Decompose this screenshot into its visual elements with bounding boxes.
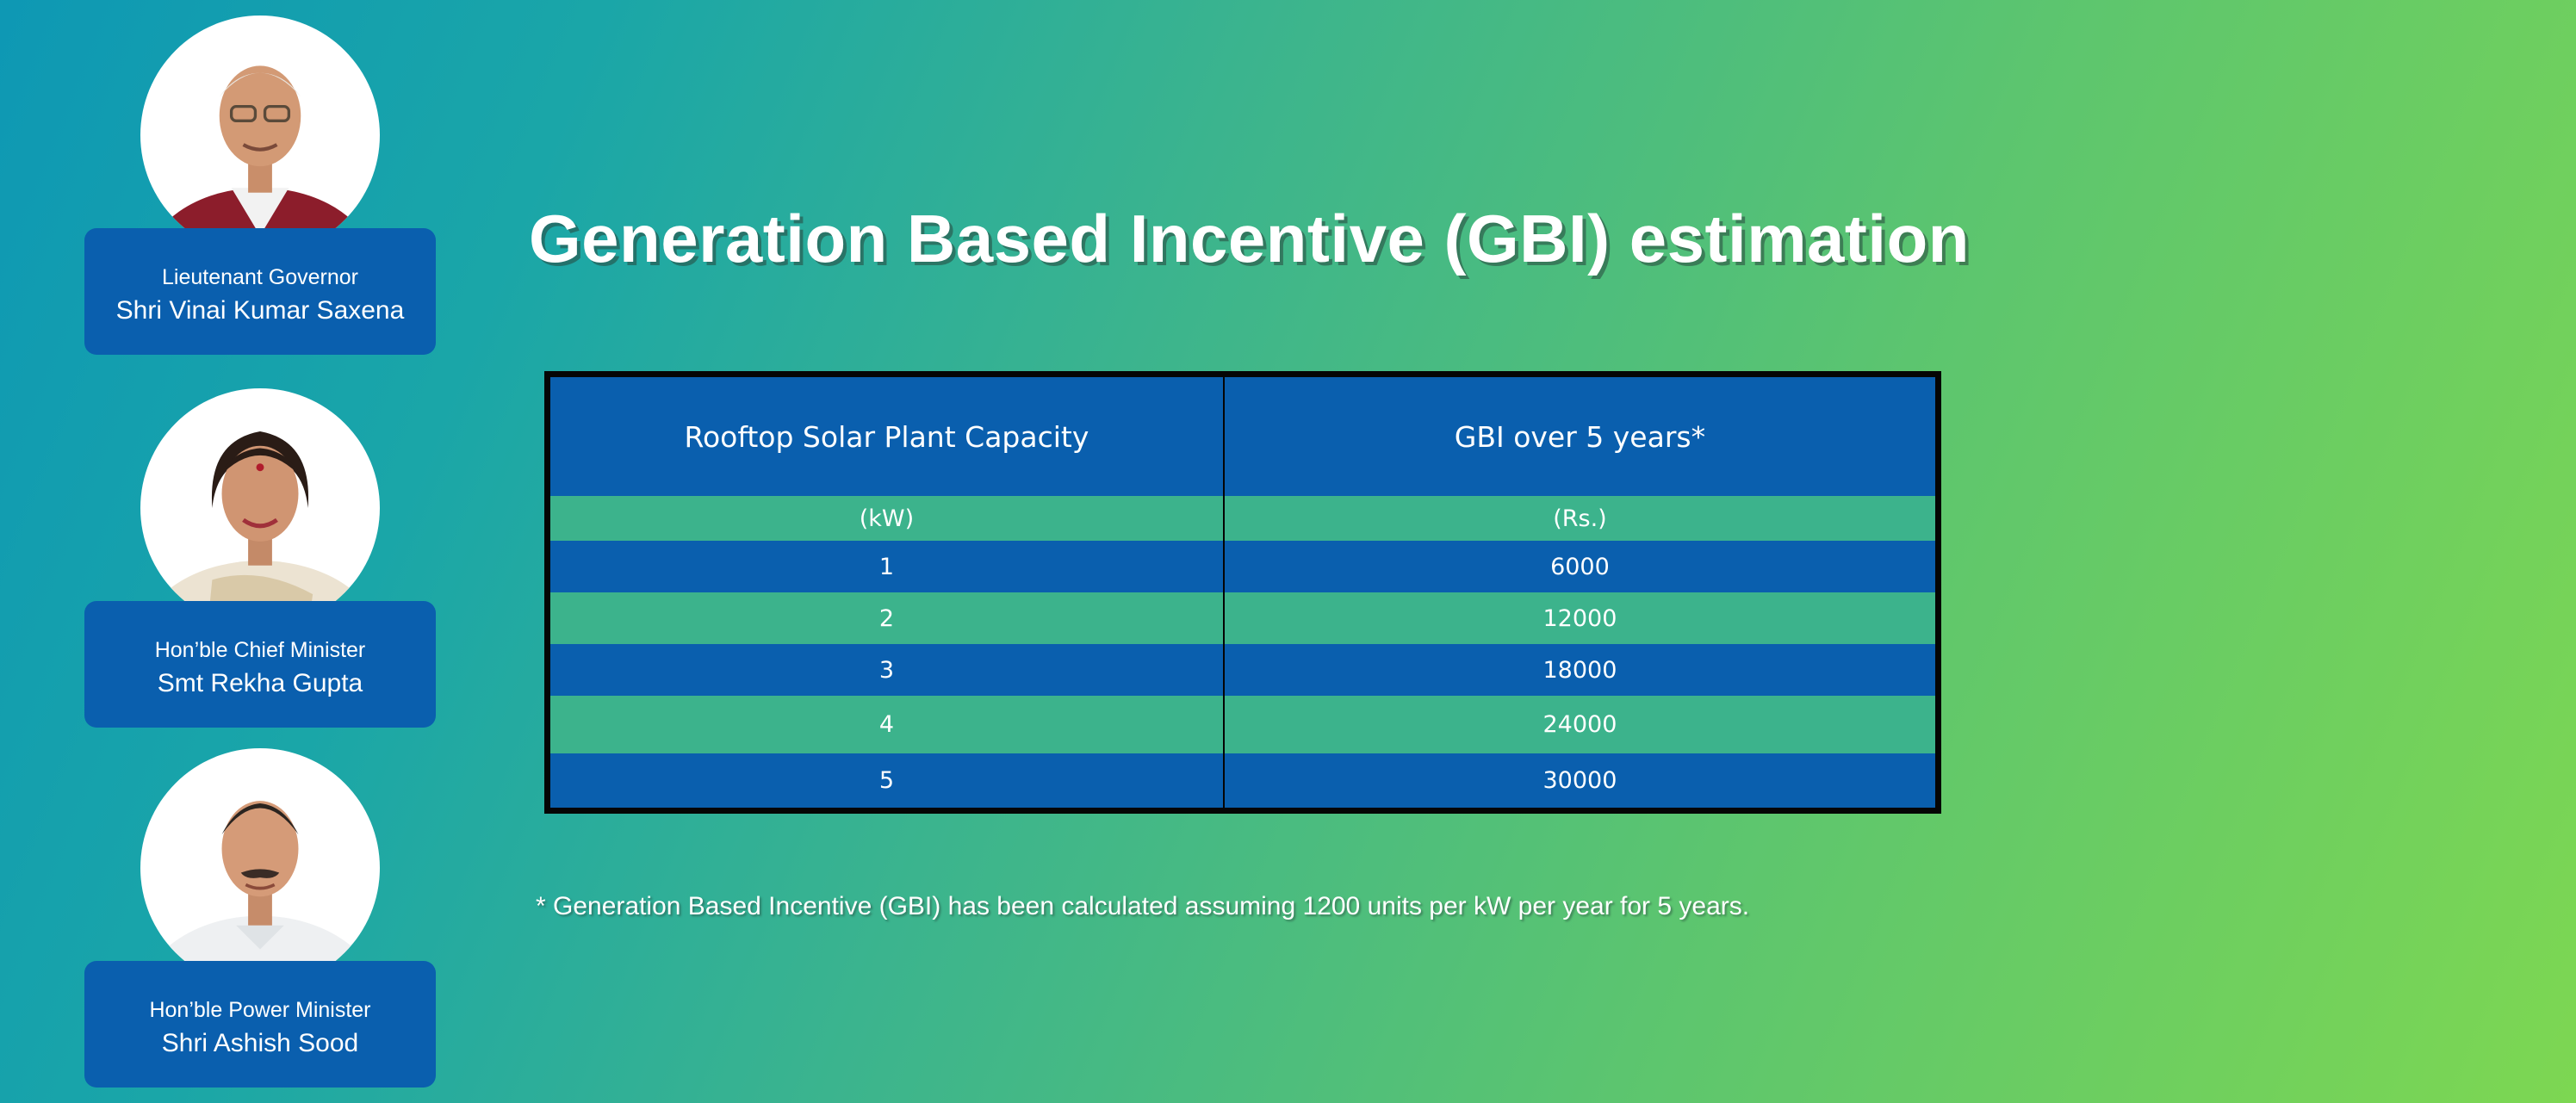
- portrait-photo-power-minister: [140, 748, 380, 988]
- footnote: * Generation Based Incentive (GBI) has b…: [536, 892, 1750, 920]
- gbi-cell: 30000: [1223, 753, 1939, 811]
- capacity-cell: 5: [547, 753, 1225, 811]
- table-header-row: Rooftop Solar Plant Capacity GBI over 5 …: [547, 374, 1939, 496]
- official-role: Hon’ble Power Minister: [149, 998, 371, 1022]
- page-title: Generation Based Incentive (GBI) estimat…: [529, 201, 1970, 276]
- official-label-box: Hon’ble Chief Minister Smt Rekha Gupta: [84, 601, 436, 728]
- capacity-cell: 3: [547, 644, 1225, 696]
- units-capacity: (kW): [547, 496, 1225, 541]
- capacity-cell: 1: [547, 541, 1225, 592]
- portrait-photo-lieutenant-governor: [140, 15, 380, 255]
- gbi-cell: 12000: [1223, 592, 1939, 644]
- table-units-row: (kW) (Rs.): [547, 496, 1939, 541]
- capacity-cell: 4: [547, 696, 1225, 753]
- header-gbi: GBI over 5 years*: [1223, 374, 1939, 496]
- table-row: 4 24000: [547, 696, 1939, 753]
- official-name: Smt Rekha Gupta: [157, 669, 363, 697]
- official-role: Lieutenant Governor: [162, 265, 358, 289]
- table-row: 3 18000: [547, 644, 1939, 696]
- units-gbi: (Rs.): [1223, 496, 1939, 541]
- portrait-photo-chief-minister: [140, 388, 380, 628]
- table-row: 2 12000: [547, 592, 1939, 644]
- gbi-cell: 6000: [1223, 541, 1939, 592]
- table-row: 1 6000: [547, 541, 1939, 592]
- official-role: Hon’ble Chief Minister: [154, 638, 366, 662]
- official-name: Shri Ashish Sood: [161, 1029, 359, 1057]
- gbi-cell: 24000: [1223, 696, 1939, 753]
- official-label-box: Lieutenant Governor Shri Vinai Kumar Sax…: [84, 228, 436, 355]
- header-capacity: Rooftop Solar Plant Capacity: [547, 374, 1225, 496]
- official-label-box: Hon’ble Power Minister Shri Ashish Sood: [84, 961, 436, 1088]
- capacity-cell: 2: [547, 592, 1225, 644]
- gbi-estimation-table: Rooftop Solar Plant Capacity GBI over 5 …: [544, 371, 1941, 814]
- table-row: 5 30000: [547, 753, 1939, 811]
- official-name: Shri Vinai Kumar Saxena: [115, 296, 405, 325]
- gbi-cell: 18000: [1223, 644, 1939, 696]
